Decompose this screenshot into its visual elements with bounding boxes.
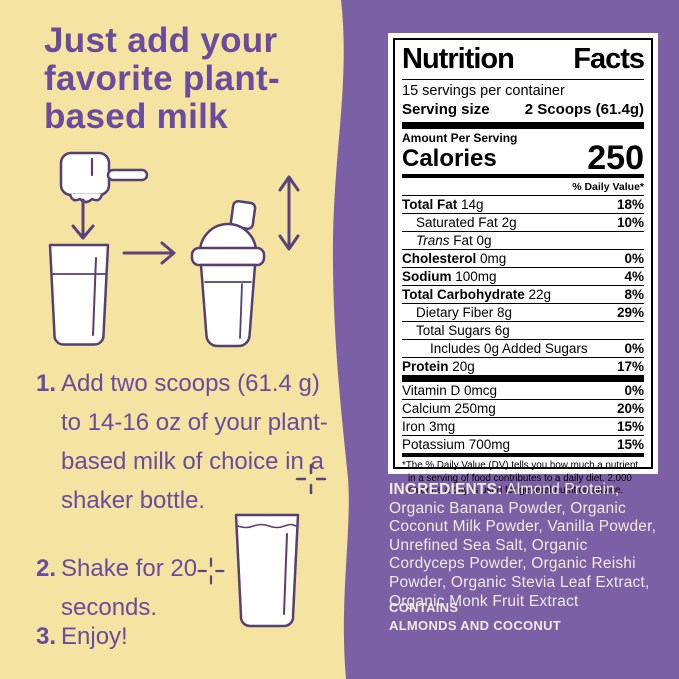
- contains-allergens: ALMONDS AND COCONUT: [389, 618, 562, 633]
- vitamin-rows: Vitamin D 0mcg 0% Calcium 250mg 20% Iron 3mg…: [402, 382, 644, 453]
- shaker-bottle-icon: [190, 199, 266, 348]
- sparkle-icon: [295, 463, 327, 495]
- nutrient-name: Total Fat 14g: [402, 197, 484, 212]
- nutrition-row: Total Fat 14g 18%: [402, 195, 644, 213]
- nutrient-name: Cholesterol 0mg: [402, 251, 507, 266]
- daily-value-percent: 20%: [616, 401, 644, 416]
- nutrient-name: Total Sugars 6g: [416, 323, 510, 338]
- daily-value-percent: 10%: [616, 215, 644, 230]
- daily-value-percent: 4%: [624, 269, 644, 284]
- daily-value-percent: 0%: [624, 383, 644, 398]
- nutrient-name: Calcium 250mg: [402, 401, 496, 416]
- serving-size-value: 2 Scoops (61.4g): [524, 101, 644, 118]
- contains-statement: CONTAINS ALMONDS AND COCONUT: [389, 599, 561, 635]
- scoop-icon: [59, 151, 149, 204]
- calories-label: Calories: [402, 145, 497, 172]
- ingredients-label: INGREDIENTS:: [389, 481, 503, 498]
- nutrition-row: Total Carbohydrate 22g 8%: [402, 285, 644, 303]
- nutrient-rows: Total Fat 14g 18% Saturated Fat 2g 10% Trans…: [402, 195, 644, 375]
- step-text: Shake for 20 seconds.: [61, 555, 198, 621]
- nutrition-row: Saturated Fat 2g 10%: [402, 213, 644, 231]
- milk-glass-icon: [234, 513, 300, 628]
- nutrition-facts-title: Nutrition Facts: [402, 43, 645, 80]
- nutrient-name: Total Carbohydrate 22g: [402, 287, 552, 302]
- instruction-step-3: 3. Enjoy!: [36, 617, 236, 656]
- daily-value-percent: 0%: [624, 341, 644, 356]
- divider-thick: [402, 375, 644, 382]
- page-title: Just add your favorite plant- based milk: [44, 22, 280, 136]
- title-line-1: Just add your: [44, 21, 278, 60]
- ingredients-text: INGREDIENTS: Almond Protein, Organic Ban…: [389, 481, 665, 611]
- arrow-right-icon: [122, 241, 176, 265]
- daily-value-percent: 15%: [616, 419, 644, 434]
- vitamin-row: Calcium 250mg 20%: [402, 399, 644, 417]
- title-line-3: based milk: [44, 97, 228, 136]
- divider-thick: [402, 122, 644, 129]
- nutrition-row: Includes 0g Added Sugars 0%: [402, 339, 644, 357]
- nutrition-row: Sodium 100mg 4%: [402, 267, 644, 285]
- step-text: Enjoy!: [61, 623, 128, 650]
- divider-medium: [402, 174, 644, 178]
- daily-value-percent: 17%: [616, 359, 644, 374]
- vitamin-row: Potassium 700mg 15%: [402, 435, 644, 453]
- nutrient-name: Iron 3mg: [402, 419, 456, 434]
- nutrition-row: Protein 20g 17%: [402, 357, 644, 375]
- daily-value-percent: 18%: [616, 197, 644, 212]
- serving-size-label: Serving size: [402, 101, 490, 118]
- milk-glass-icon: [48, 243, 110, 346]
- nutrient-name: Trans Fat 0g: [416, 233, 492, 248]
- nutrition-row: Dietary Fiber 8g 29%: [402, 303, 644, 321]
- daily-value-footnote: *The % Daily Value (DV) tells you how mu…: [402, 460, 639, 497]
- daily-value-percent: 29%: [616, 305, 644, 320]
- divider-medium: [402, 453, 644, 457]
- calories-value: 250: [587, 139, 644, 177]
- nutrition-row: Total Sugars 6g: [402, 321, 644, 339]
- step-number: 2.: [36, 555, 57, 582]
- daily-value-percent: 8%: [624, 287, 644, 302]
- nutrient-name: Dietary Fiber 8g: [416, 305, 513, 320]
- shake-motion-arrow-icon: [278, 175, 300, 251]
- step-text: Add two scoops (61.4 g) to 14-16 oz of y…: [61, 370, 328, 514]
- nutrient-name: Includes 0g Added Sugars: [430, 341, 588, 356]
- daily-value-header: % Daily Value*: [572, 181, 644, 193]
- daily-value-percent: 15%: [616, 437, 644, 452]
- contains-label: CONTAINS: [389, 600, 459, 615]
- instruction-step-1: 1. Add two scoops (61.4 g) to 14-16 oz o…: [36, 364, 328, 520]
- nutrition-facts-title-word1: Nutrition: [402, 43, 515, 75]
- sparkle-icon: [197, 557, 225, 585]
- step-number: 1.: [36, 370, 57, 397]
- nutrient-name: Vitamin D 0mcg: [402, 383, 498, 398]
- nutrient-name: Potassium 700mg: [402, 437, 511, 452]
- nutrition-facts-label: Nutrition Facts 15 servings per containe…: [388, 33, 658, 496]
- nutrition-facts-title-word2: Facts: [573, 43, 645, 75]
- step-number: 3.: [36, 623, 57, 650]
- serving-size-row: Serving size 2 Scoops (61.4g): [402, 100, 644, 122]
- vitamin-row: Iron 3mg 15%: [402, 417, 644, 435]
- nutrition-row: Cholesterol 0mg 0%: [402, 249, 644, 267]
- nutrient-name: Protein 20g: [402, 359, 475, 374]
- instruction-step-2: 2. Shake for 20 seconds.: [36, 549, 236, 627]
- nutrition-row: Trans Fat 0g: [402, 231, 644, 249]
- ingredients-list: Almond Protein, Organic Banana Powder, O…: [389, 481, 657, 610]
- nutrient-name: Sodium 100mg: [402, 269, 497, 284]
- arrow-down-icon: [71, 198, 95, 240]
- daily-value-percent: 0%: [624, 251, 644, 266]
- calories-row: Calories 250: [402, 139, 644, 177]
- nutrient-name: Saturated Fat 2g: [416, 215, 517, 230]
- amount-per-serving-label: Amount Per Serving: [402, 131, 518, 145]
- title-line-2: favorite plant-: [44, 59, 280, 98]
- nutrition-facts-border: Nutrition Facts 15 servings per containe…: [393, 38, 653, 496]
- servings-per-container: 15 servings per container: [402, 83, 565, 99]
- vitamin-row: Vitamin D 0mcg 0%: [402, 382, 644, 399]
